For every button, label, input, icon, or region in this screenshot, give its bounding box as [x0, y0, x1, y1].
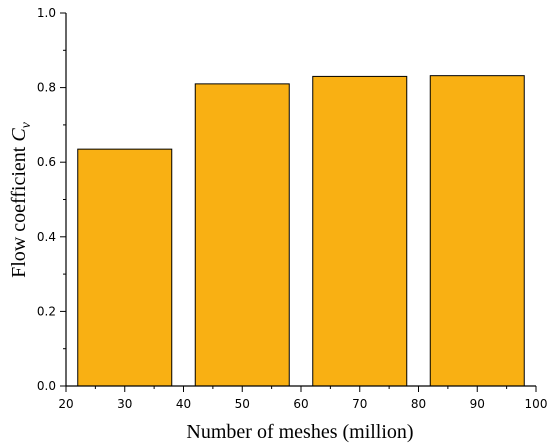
- bar-70: [312, 75, 408, 387]
- x-tick-label-90: 90: [470, 397, 485, 411]
- y-tick-label-0.2: 0.2: [37, 304, 56, 318]
- y-tick-label-0.4: 0.4: [37, 230, 56, 244]
- tick-labels-group: 20 30 40 50 60 70 80 90 100 0.0 0.2 0.4 0.6 0.8 1.0: [37, 6, 548, 411]
- y-axis-title-symbol: C: [8, 128, 30, 142]
- x-tick-label-100: 100: [525, 397, 548, 411]
- y-axis-title-subscript: v: [19, 121, 34, 128]
- x-tick-label-20: 20: [58, 397, 73, 411]
- x-tick-label-60: 60: [293, 397, 308, 411]
- bar-90: [429, 75, 525, 387]
- y-tick-label-0.6: 0.6: [37, 155, 56, 169]
- y-tick-label-1.0: 1.0: [37, 6, 56, 20]
- y-axis-title-main: Flow coefficient: [8, 142, 30, 278]
- bars-group: [77, 75, 525, 387]
- y-tick-label-0.8: 0.8: [37, 81, 56, 95]
- bar-50: [194, 83, 290, 387]
- x-tick-label-40: 40: [176, 397, 191, 411]
- x-tick-label-50: 50: [235, 397, 250, 411]
- x-tick-label-30: 30: [117, 397, 132, 411]
- x-axis-title: Number of meshes (million): [186, 421, 413, 443]
- ticks-group: [60, 12, 537, 392]
- x-tick-label-80: 80: [411, 397, 426, 411]
- x-tick-label-70: 70: [352, 397, 367, 411]
- bar-30: [77, 148, 173, 387]
- y-tick-label-0.0: 0.0: [37, 379, 56, 393]
- y-axis-title: Flow coefficient Cv: [8, 121, 34, 278]
